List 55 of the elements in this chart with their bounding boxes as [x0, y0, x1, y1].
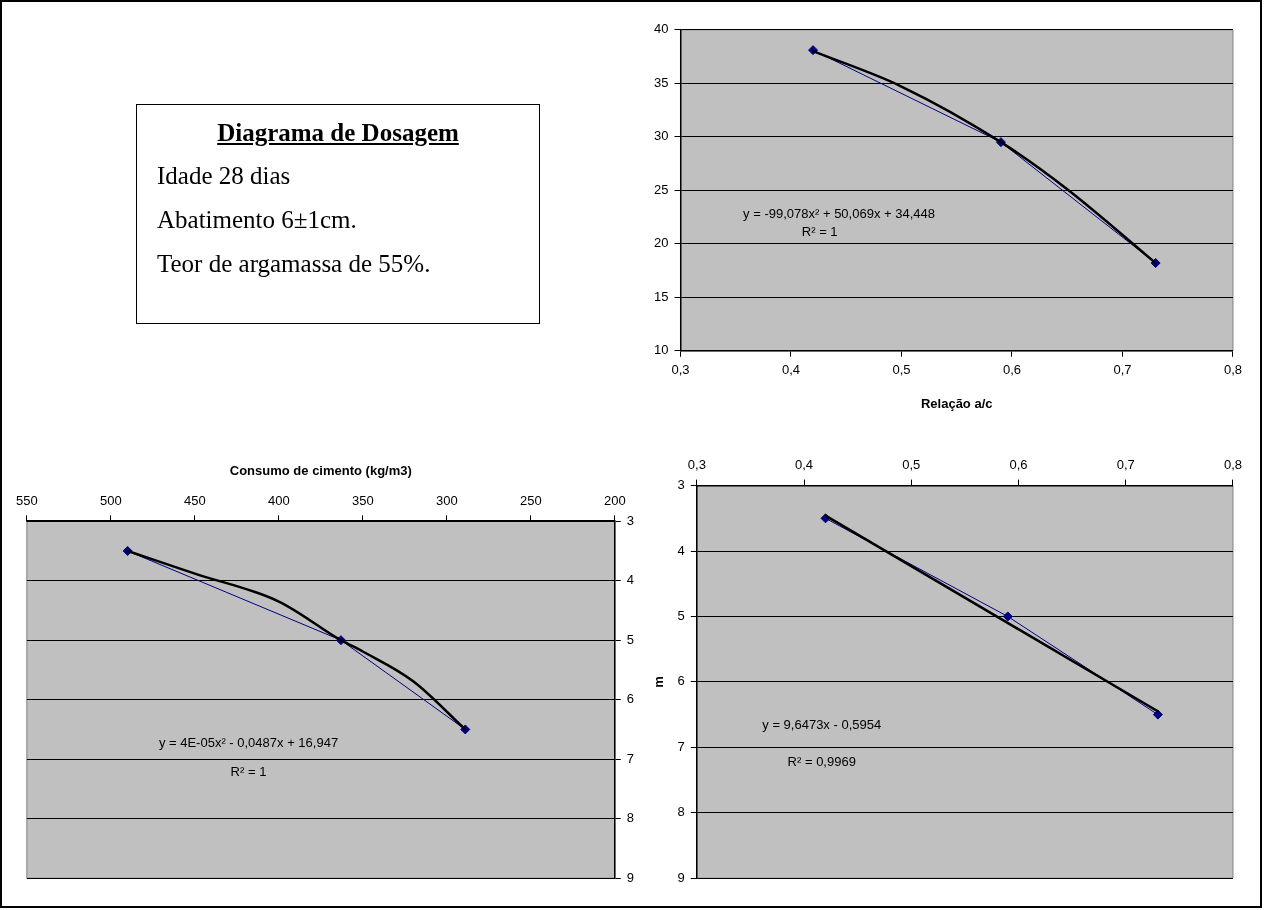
annotation: y = -99,078x² + 50,069x + 34,448 — [743, 206, 935, 222]
y-tick-label: 6 — [677, 673, 685, 689]
x-tick-label: 450 — [183, 492, 206, 508]
y-axis-title: m — [651, 676, 667, 688]
x-tick-label: 0,4 — [781, 362, 800, 378]
x-tick-label: 0,7 — [1116, 457, 1135, 473]
x-tick-label: 550 — [15, 492, 38, 508]
x-tick-label: 0,3 — [671, 362, 690, 378]
x-tick-label: 0,3 — [687, 457, 706, 473]
annotation: y = 9,6473x - 0,5954 — [762, 716, 882, 732]
y-tick-label: 3 — [677, 477, 685, 493]
y-tick-label: 20 — [653, 235, 669, 251]
y-tick-label: 7 — [626, 750, 634, 766]
y-tick-label: 8 — [626, 810, 634, 826]
point — [1002, 611, 1013, 622]
annotation: R² = 0,9969 — [787, 753, 856, 769]
y-tick-label: 4 — [677, 542, 685, 558]
y-tick-label: 15 — [653, 288, 669, 304]
x-tick-label: 0,5 — [902, 457, 921, 473]
y-tick-label: 4 — [626, 572, 634, 588]
x-tick-label: 0,8 — [1223, 362, 1242, 378]
x-tick-label: 0,5 — [892, 362, 911, 378]
y-tick-label: 10 — [653, 342, 669, 358]
x-tick-label: 350 — [351, 492, 374, 508]
x-tick-label: 300 — [435, 492, 458, 508]
annotation: R² = 1 — [801, 223, 838, 239]
x-tick-label: 0,7 — [1113, 362, 1132, 378]
y-tick-label: 5 — [677, 608, 685, 624]
y-tick-label: 35 — [653, 74, 669, 90]
y-tick-label: 3 — [626, 512, 634, 528]
text: Abatimento 6±1cm. — [157, 205, 358, 235]
y-tick-label: 7 — [677, 738, 685, 754]
x-tick-label: 0,6 — [1009, 457, 1028, 473]
annotation: y = 4E-05x² - 0,0487x + 16,947 — [158, 734, 339, 750]
annotation: R² = 1 — [230, 764, 267, 780]
x-axis-title: Relação a/c — [920, 395, 993, 411]
x-tick-label: 400 — [267, 492, 290, 508]
text: Teor de argamassa de 55%. — [157, 249, 432, 279]
y-tick-label: 30 — [653, 128, 669, 144]
x-tick-label: 0,4 — [795, 457, 814, 473]
y-tick-label: 5 — [626, 631, 634, 647]
y-tick-label: 9 — [677, 869, 685, 885]
y-tick-label: 6 — [626, 691, 634, 707]
x-tick-label: 250 — [519, 492, 542, 508]
y-tick-label: 25 — [653, 181, 669, 197]
x-tick-label: 200 — [603, 492, 626, 508]
text: Idade 28 dias — [157, 161, 292, 191]
text: Diagrama de Dosagem — [216, 119, 460, 147]
x-tick-label: 0,6 — [1002, 362, 1021, 378]
y-tick-label: 8 — [677, 804, 685, 820]
x-tick-label: 0,8 — [1223, 457, 1242, 473]
x-tick-label: 500 — [99, 492, 122, 508]
y-tick-label: 9 — [626, 869, 634, 885]
x-axis-title: Consumo de cimento (kg/m3) — [229, 463, 412, 479]
y-tick-label: 40 — [653, 21, 669, 37]
